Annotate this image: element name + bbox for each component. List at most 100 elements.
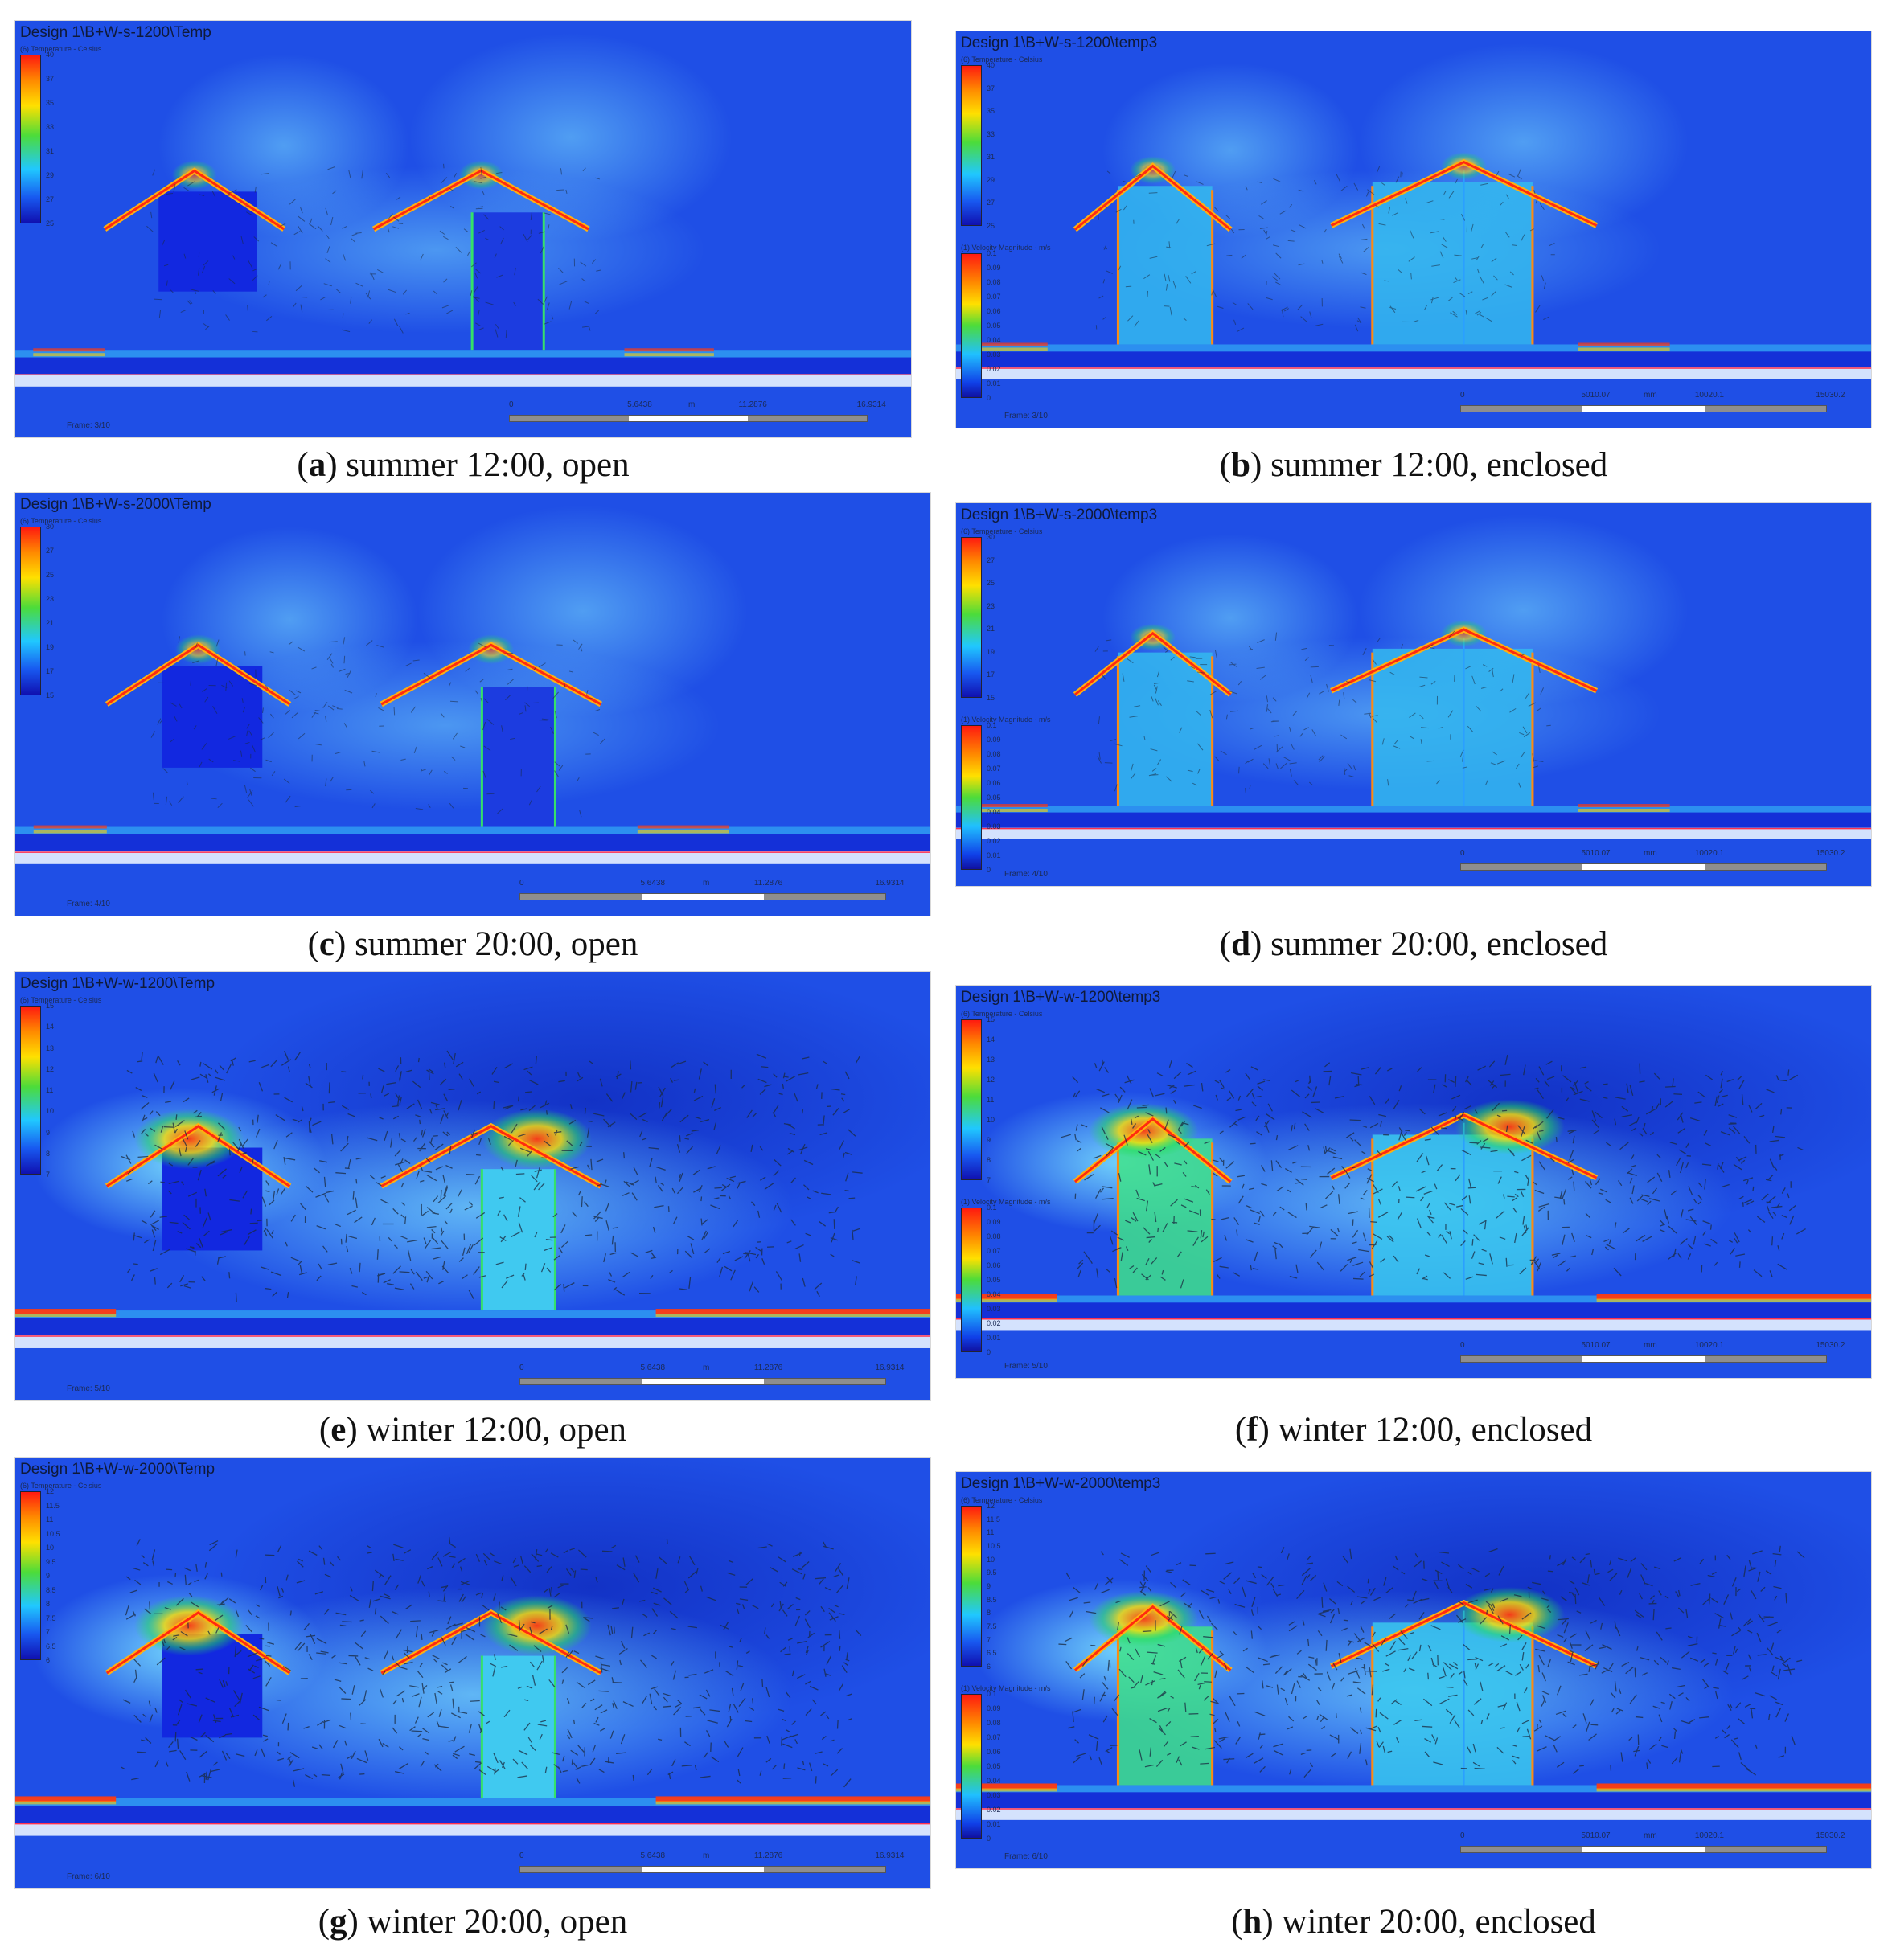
- caption-letter: b: [1231, 446, 1250, 484]
- velocity-tick: 0.07: [987, 765, 1001, 773]
- velocity-legend: (1) Velocity Magnitude - m/s 0.1 0.09 0.08 0…: [961, 1198, 1051, 1356]
- caption-paren: (: [1219, 925, 1232, 963]
- legend-tick: 11.5: [987, 1515, 1000, 1523]
- scale-segment: [1582, 864, 1705, 870]
- velocity-tick: 0.03: [987, 351, 1001, 359]
- scale-label: 5010.07: [1581, 1341, 1611, 1350]
- scale-segment: [1461, 1356, 1583, 1362]
- scale-segment: [1582, 1847, 1705, 1852]
- legend-tick: 6.5: [46, 1642, 56, 1650]
- temperature-colorbar: [961, 65, 982, 226]
- legend-tick: 25: [46, 571, 55, 579]
- panel-caption: (b) summer 12:00, enclosed: [955, 445, 1872, 485]
- velocity-colorbar: [961, 1694, 982, 1839]
- velocity-legend: (1) Velocity Magnitude - m/s 0.1 0.09 0.08 0…: [961, 716, 1051, 874]
- temperature-colorbar: [961, 1506, 982, 1667]
- legend-tick: 6: [987, 1663, 991, 1671]
- velocity-tick: 0.02: [987, 365, 1001, 373]
- ground-base: [15, 1335, 930, 1348]
- ground-hot-strip: [624, 353, 714, 357]
- velocity-legend-title: (1) Velocity Magnitude - m/s: [961, 1684, 1051, 1692]
- temperature-field: [956, 986, 1871, 1378]
- simulation-title: Design 1\B+W-w-1200\Temp: [20, 975, 215, 992]
- caption-text: winter 20:00, open: [358, 1903, 628, 1941]
- legend-tick: 27: [987, 199, 995, 207]
- velocity-tick: 0.03: [987, 1305, 1001, 1313]
- velocity-tick: 0.09: [987, 1218, 1001, 1226]
- caption-paren: (: [318, 1903, 330, 1941]
- velocity-arrows: [146, 163, 601, 339]
- velocity-tick: 0.04: [987, 1290, 1001, 1298]
- house-cold-core: [158, 191, 257, 292]
- velocity-arrows: [1094, 630, 1551, 793]
- legend-tick: 33: [987, 129, 995, 138]
- caption-letter: c: [318, 925, 335, 963]
- legend-tick: 10.5: [987, 1542, 1001, 1550]
- caption-paren: ): [347, 1903, 359, 1941]
- scale-label: mm: [1644, 391, 1657, 400]
- legend-tick: 10.5: [46, 1529, 60, 1538]
- scale-label: 11.2876: [738, 400, 767, 409]
- caption-paren: (: [1234, 1411, 1247, 1449]
- legend-tick: 10: [46, 1544, 55, 1552]
- house-2: [380, 1109, 602, 1311]
- legend-tick: 35: [987, 107, 995, 116]
- legend-tick: 27: [46, 547, 55, 555]
- panel-a: Design 1\B+W-s-1200\Temp (6) Temperature …: [14, 20, 912, 438]
- ground-hot-strip: [655, 1314, 930, 1318]
- scale-track: [1460, 1846, 1827, 1853]
- legend-tick: 25: [987, 579, 995, 588]
- temperature-legend: (6) Temperature - Celsius 15 14 13 12 11 10 9 8 7: [961, 1010, 1042, 1184]
- ground-layer: [15, 834, 930, 852]
- warm-plume: [1089, 1103, 1199, 1158]
- warm-plume: [458, 160, 504, 190]
- frame-label: Frame: 5/10: [67, 1384, 110, 1393]
- house-2: [380, 1595, 603, 1798]
- temperature-field: [15, 1458, 930, 1888]
- velocity-bar-wrap: 0.1 0.09 0.08 0.07 0.06 0.05 0.04 0.03 0.02 0.01 0: [961, 1203, 1051, 1356]
- ground-base: [15, 1823, 930, 1836]
- temperature-colorbar: [20, 1491, 41, 1660]
- ground-hot-strip: [956, 1298, 1057, 1302]
- legend-bar-wrap: 40 37 35 33 31 29 27 25: [20, 51, 101, 228]
- roof-core: [1330, 1601, 1598, 1667]
- ground-hot-strip: [15, 1309, 117, 1315]
- ground-hot-strip: [1578, 804, 1670, 808]
- house-2: [1330, 1099, 1599, 1296]
- velocity-tick: 0.1: [987, 1203, 997, 1212]
- velocity-tick: 0.08: [987, 278, 1001, 286]
- legend-tick: 10: [987, 1555, 995, 1564]
- scale-label: 11.2876: [753, 1851, 783, 1860]
- scale-label: 5010.07: [1581, 849, 1611, 858]
- ground-layer: [15, 1806, 930, 1823]
- house-interior: [1372, 1622, 1533, 1786]
- scale-segment: [763, 1867, 885, 1872]
- legend-tick: 9: [987, 1136, 991, 1144]
- scale-bar: 0 5010.07 mm 10020.1 15030.2: [1460, 1341, 1845, 1368]
- velocity-tick: 0: [987, 866, 991, 874]
- roof-core: [1073, 1605, 1232, 1671]
- legend-title: (6) Temperature - Celsius: [20, 45, 102, 53]
- panel-caption: (d) summer 20:00, enclosed: [955, 925, 1872, 964]
- legend-tick: 25: [46, 219, 55, 228]
- temperature-legend: (6) Temperature - Celsius 12 11.5 11 10.5 10 9…: [961, 1496, 1042, 1671]
- ground-base: [956, 827, 1871, 839]
- temperature-legend: (6) Temperature - Celsius 40 37 35 33 31 29 27 2…: [20, 45, 102, 228]
- legend-tick: 30: [46, 523, 55, 531]
- legend-tick: 31: [987, 153, 995, 162]
- temperature-colorbar: [20, 527, 41, 695]
- house-2: [1330, 152, 1599, 345]
- caption-paren: (: [1231, 1903, 1243, 1941]
- velocity-bar-wrap: 0.1 0.09 0.08 0.07 0.06 0.05 0.04 0.03 0.02 0.01 0: [961, 721, 1051, 874]
- caption-text: winter 20:00, enclosed: [1273, 1903, 1596, 1941]
- legend-title: (6) Temperature - Celsius: [20, 517, 102, 525]
- simulation-view: Design 1\B+W-s-1200\Temp (6) Temperature …: [14, 20, 912, 438]
- velocity-tick: 0.1: [987, 1690, 997, 1698]
- velocity-legend-title: (1) Velocity Magnitude - m/s: [961, 716, 1051, 724]
- scale-segment: [1582, 406, 1705, 412]
- legend-tick: 29: [987, 175, 995, 184]
- frame-label: Frame: 3/10: [67, 421, 110, 430]
- simulation-view: Design 1\B+W-w-1200\temp3 (6) Temperature…: [955, 985, 1872, 1379]
- velocity-arrows: [121, 1536, 862, 1788]
- ground-hot-strip: [1596, 1788, 1871, 1792]
